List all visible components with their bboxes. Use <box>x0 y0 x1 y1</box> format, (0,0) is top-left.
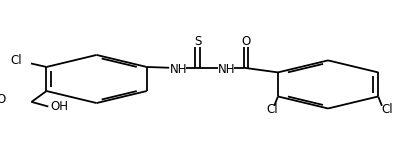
Text: OH: OH <box>50 100 68 113</box>
Text: Cl: Cl <box>266 103 277 116</box>
Text: O: O <box>241 35 250 48</box>
Text: S: S <box>193 35 201 48</box>
Text: Cl: Cl <box>11 54 22 67</box>
Text: Cl: Cl <box>381 103 392 116</box>
Text: NH: NH <box>169 63 187 76</box>
Text: NH: NH <box>218 63 235 76</box>
Text: O: O <box>0 93 6 106</box>
